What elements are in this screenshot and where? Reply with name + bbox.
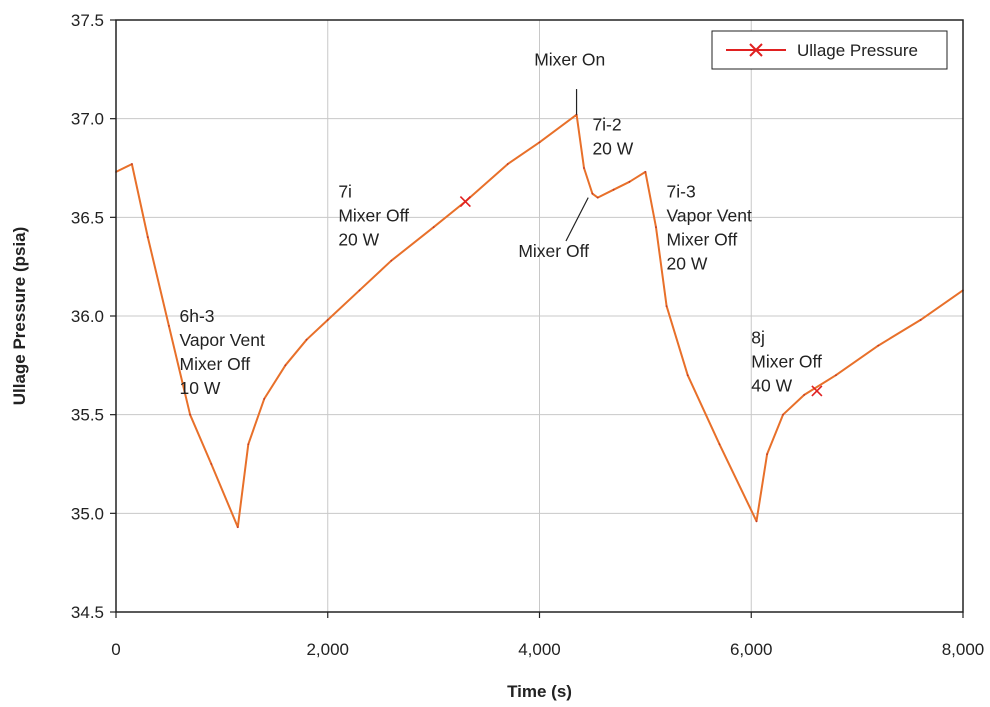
- annotation-text: 7i-3: [667, 182, 696, 202]
- x-tick-label: 6,000: [730, 640, 773, 659]
- y-tick-label: 35.0: [71, 504, 104, 523]
- annotation-text: 6h-3: [180, 306, 215, 326]
- x-marker: [811, 385, 823, 397]
- data-point: [655, 226, 657, 229]
- y-tick-label: 34.5: [71, 603, 104, 622]
- data-point: [919, 319, 922, 321]
- axis-ticks: 34.5 35.0 35.5 36.0 36.5 37.0 37.5 0 2,000 4,000 6…: [71, 11, 984, 659]
- annotation-text: Mixer Off: [518, 241, 589, 261]
- data-point: [755, 520, 758, 523]
- annotation-text: 20 W: [592, 139, 633, 159]
- x-tick-label: 0: [111, 640, 120, 659]
- legend-series-name: Ullage Pressure: [797, 41, 918, 60]
- annotation-text: Mixer Off: [667, 230, 738, 250]
- data-point: [877, 344, 880, 347]
- data-point: [782, 413, 784, 416]
- annotation-text: 7i-2: [592, 115, 621, 135]
- annotation-text: Mixer Off: [338, 206, 409, 226]
- annotation-leader-line: [565, 197, 589, 242]
- data-point: [390, 259, 393, 262]
- data-point: [628, 180, 631, 183]
- x-marker: [459, 195, 471, 208]
- data-point: [168, 324, 170, 327]
- annotation-text: 40 W: [751, 376, 792, 396]
- y-tick-label: 35.5: [71, 406, 104, 425]
- data-point: [686, 374, 689, 377]
- x-tick-label: 8,000: [942, 640, 985, 659]
- data-point: [766, 453, 769, 456]
- data-point: [718, 443, 721, 446]
- data-point: [247, 443, 250, 446]
- legend: Ullage Pressure: [711, 30, 948, 70]
- data-point: [236, 526, 239, 529]
- data-point: [130, 163, 133, 165]
- data-point: [432, 226, 435, 229]
- annotation-text: Mixer Off: [180, 354, 251, 374]
- data-point: [263, 397, 266, 400]
- x-tick-label: 2,000: [306, 640, 349, 659]
- data-point: [189, 413, 192, 416]
- grid-lines: [116, 20, 963, 612]
- data-point: [326, 319, 329, 321]
- y-tick-label: 37.5: [71, 11, 104, 30]
- data-point: [803, 394, 806, 396]
- data-point: [612, 188, 615, 191]
- data-point: [210, 463, 213, 465]
- annotation-text: Mixer On: [534, 49, 605, 69]
- y-tick-label: 37.0: [71, 110, 104, 129]
- data-point: [665, 305, 668, 308]
- annotation-text: 10 W: [180, 378, 221, 398]
- data-point: [284, 364, 287, 367]
- y-tick-label: 36.5: [71, 208, 104, 227]
- legend-x-marker-icon: [749, 43, 763, 57]
- x-tick-label: 4,000: [518, 640, 561, 659]
- x-axis-title: Time (s): [507, 682, 572, 701]
- data-point: [835, 374, 837, 377]
- annotation-text: 8j: [751, 328, 765, 348]
- data-point: [596, 196, 599, 199]
- y-tick-label: 36.0: [71, 307, 104, 326]
- annotation-text: Vapor Vent: [667, 206, 752, 226]
- data-point: [538, 141, 541, 144]
- data-point: [358, 289, 361, 292]
- y-axis-title: Ullage Pressure (psia): [10, 227, 29, 406]
- data-point: [146, 236, 149, 238]
- data-point: [591, 192, 594, 195]
- data-point: [305, 338, 308, 341]
- data-point: [583, 167, 585, 169]
- data-point: [644, 171, 647, 173]
- data-point: [506, 163, 509, 165]
- annotation-text: 20 W: [338, 230, 379, 250]
- annotation-text: Mixer Off: [751, 352, 822, 372]
- annotations: 6h-3 Vapor Vent Mixer Off 10 W 7i Mixer Off 20…: [180, 49, 823, 398]
- annotation-text: 20 W: [667, 254, 708, 274]
- annotation-text: Vapor Vent: [180, 330, 265, 350]
- annotation-text: 7i: [338, 182, 352, 202]
- plot-frame: [115, 19, 964, 613]
